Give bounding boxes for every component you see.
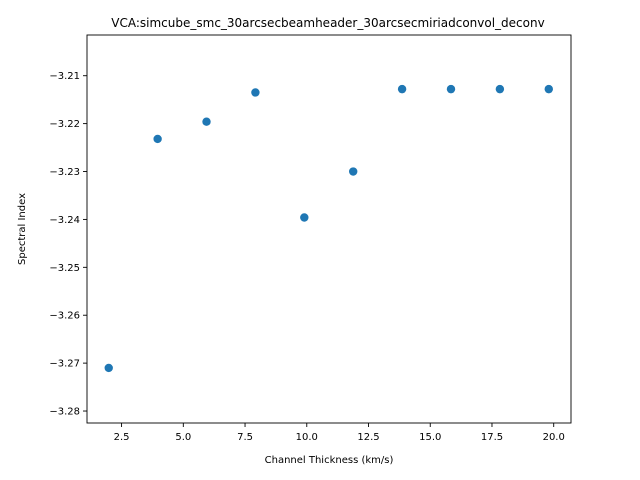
data-point xyxy=(349,167,358,176)
data-point xyxy=(251,88,260,97)
data-point xyxy=(153,134,162,144)
x-axis: 2.5 5.0 7.5 10.0 12.5 15.0 17.5 20.0 xyxy=(114,423,565,443)
y-axis-label: Spectral Index xyxy=(17,193,28,265)
x-tick-label: 15.0 xyxy=(419,432,441,443)
data-point xyxy=(104,363,113,373)
x-tick-label: 2.5 xyxy=(114,432,130,443)
data-point xyxy=(300,213,309,222)
y-tick-label: −3.26 xyxy=(49,311,80,322)
x-tick-label: 5.0 xyxy=(175,432,191,443)
data-point xyxy=(495,84,505,94)
x-tick-label: 20.0 xyxy=(543,432,565,443)
x-tick-label: 12.5 xyxy=(357,432,379,443)
y-tick-label: −3.28 xyxy=(49,407,80,418)
data-point xyxy=(397,84,407,94)
chart-title: VCA:simcube_smc_30arcsecbeamheader_30arc… xyxy=(111,16,544,30)
x-axis-label: Channel Thickness (km/s) xyxy=(265,455,394,466)
x-tick-label: 10.0 xyxy=(296,432,318,443)
data-point xyxy=(446,84,456,94)
data-point xyxy=(544,84,553,94)
data-points xyxy=(104,84,553,373)
data-point xyxy=(202,117,211,126)
y-tick-label: −3.21 xyxy=(49,71,80,82)
y-tick-label: −3.24 xyxy=(49,215,80,226)
y-tick-label: −3.22 xyxy=(49,119,80,130)
x-tick-label: 7.5 xyxy=(237,432,253,443)
y-axis: −3.21 −3.22 −3.23 −3.24 −3.25 −3.26 −3.27 −3.28 xyxy=(49,71,87,418)
x-tick-label: 17.5 xyxy=(481,432,503,443)
y-tick-label: −3.25 xyxy=(49,263,80,274)
y-tick-label: −3.27 xyxy=(49,359,80,370)
plot-area xyxy=(86,34,572,424)
y-tick-label: −3.23 xyxy=(49,167,80,178)
